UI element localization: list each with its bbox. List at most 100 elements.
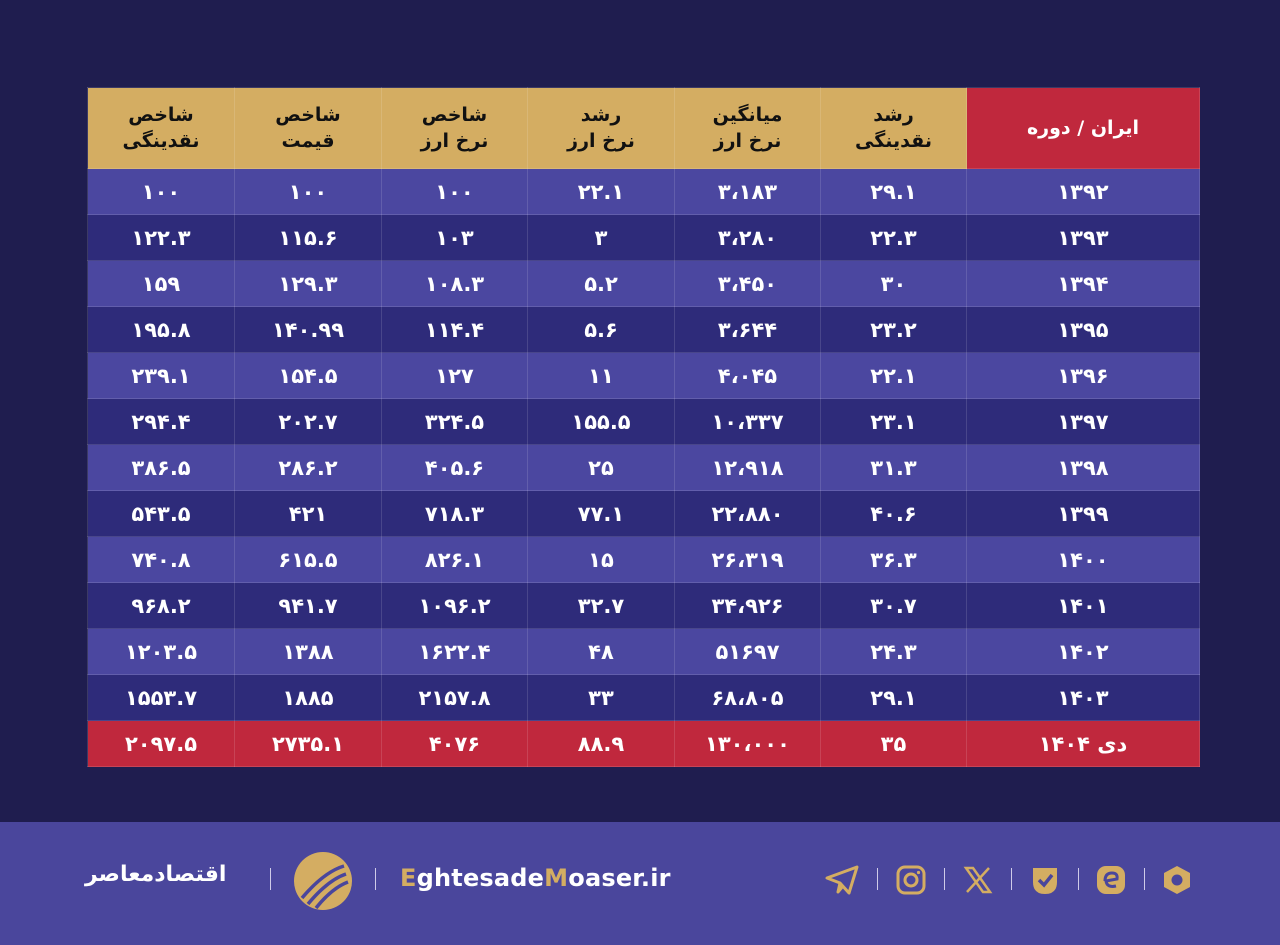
value-cell: ۷۴۰.۸ (87, 536, 235, 583)
value-cell: ۳،۲۸۰ (674, 214, 821, 261)
value-cell: ۳،۴۵۰ (674, 260, 821, 307)
instagram-icon[interactable] (893, 862, 929, 898)
value-cell: ۱۰۰ (87, 168, 235, 215)
value-cell: ۱۰۳ (381, 214, 528, 261)
table-header-row: ایران / دوره رشد نقدینگی میانگین نرخ ارز رش… (87, 87, 1200, 169)
value-cell: ۲۴.۳ (820, 628, 967, 675)
period-cell: ۱۳۹۷ (966, 398, 1200, 445)
bale-icon[interactable] (1159, 862, 1195, 898)
period-cell: ۱۳۹۳ (966, 214, 1200, 261)
value-cell: ۴،۰۴۵ (674, 352, 821, 399)
value-cell: ۲۹۴.۴ (87, 398, 235, 445)
divider (375, 868, 376, 890)
value-cell: ۳،۶۴۴ (674, 306, 821, 353)
value-cell: ۴۰.۶ (820, 490, 967, 537)
column-header: میانگین نرخ ارز (674, 87, 821, 169)
value-cell: ۳۲.۷ (527, 582, 675, 629)
period-cell: ۱۳۹۴ (966, 260, 1200, 307)
table-row: ۱۳۹۴ ۳۰ ۳،۴۵۰ ۵.۲ ۱۰۸.۳ ۱۲۹.۳ ۱۵۹ (87, 260, 1200, 307)
footer-bar (0, 822, 1280, 945)
value-cell: ۳۵ (820, 720, 967, 767)
value-cell: ۱۳۰،۰۰۰ (674, 720, 821, 767)
website-link[interactable]: EghtesadeMoaser.ir (400, 864, 671, 892)
value-cell: ۲۲.۱ (820, 352, 967, 399)
divider (1144, 868, 1145, 890)
table-row: ۱۴۰۲ ۲۴.۳ ۵۱۶۹۷ ۴۸ ۱۶۲۲.۴ ۱۳۸۸ ۱۲۰۳.۵ (87, 628, 1200, 675)
value-cell: ۱۱ (527, 352, 675, 399)
value-cell: ۱۱۵.۶ (234, 214, 382, 261)
divider (1078, 868, 1079, 890)
value-cell: ۴۰۷۶ (381, 720, 528, 767)
value-cell: ۱۵۹ (87, 260, 235, 307)
value-cell: ۱۵۵۳.۷ (87, 674, 235, 721)
value-cell: ۱۲،۹۱۸ (674, 444, 821, 491)
value-cell: ۲۳.۱ (820, 398, 967, 445)
value-cell: ۴۰۵.۶ (381, 444, 528, 491)
value-cell: ۱۹۵.۸ (87, 306, 235, 353)
value-cell: ۳۳ (527, 674, 675, 721)
value-cell: ۵.۲ (527, 260, 675, 307)
value-cell: ۱۵۵.۵ (527, 398, 675, 445)
x-icon[interactable] (960, 862, 996, 898)
rubika-icon[interactable] (1093, 862, 1129, 898)
value-cell: ۵۴۳.۵ (87, 490, 235, 537)
column-header: شاخص نقدینگی (87, 87, 235, 169)
value-cell: ۴۲۱ (234, 490, 382, 537)
value-cell: ۱۶۲۲.۴ (381, 628, 528, 675)
value-cell: ۱۵۴.۵ (234, 352, 382, 399)
value-cell: ۱۰۰ (381, 168, 528, 215)
value-cell: ۱۲۷ (381, 352, 528, 399)
value-cell: ۲۲.۱ (527, 168, 675, 215)
value-cell: ۲۹.۱ (820, 168, 967, 215)
value-cell: ۲۸۶.۲ (234, 444, 382, 491)
value-cell: ۱۳۸۸ (234, 628, 382, 675)
value-cell: ۲۱۵۷.۸ (381, 674, 528, 721)
value-cell: ۸۲۶.۱ (381, 536, 528, 583)
value-cell: ۳۲۴.۵ (381, 398, 528, 445)
column-header: رشد نرخ ارز (527, 87, 675, 169)
value-cell: ۱۸۸۵ (234, 674, 382, 721)
header-period: ایران / دوره (966, 87, 1200, 169)
value-cell: ۷۱۸.۳ (381, 490, 528, 537)
period-cell: ۱۳۹۲ (966, 168, 1200, 215)
period-cell: ۱۳۹۵ (966, 306, 1200, 353)
value-cell: ۲۳۹.۱ (87, 352, 235, 399)
value-cell: ۶۱۵.۵ (234, 536, 382, 583)
value-cell: ۳۰.۷ (820, 582, 967, 629)
value-cell: ۲۵ (527, 444, 675, 491)
table-row: ۱۳۹۳ ۲۲.۳ ۳،۲۸۰ ۳ ۱۰۳ ۱۱۵.۶ ۱۲۲.۳ (87, 214, 1200, 261)
value-cell: ۵.۶ (527, 306, 675, 353)
table-row: ۱۳۹۲ ۲۹.۱ ۳،۱۸۳ ۲۲.۱ ۱۰۰ ۱۰۰ ۱۰۰ (87, 168, 1200, 215)
value-cell: ۱۰۰ (234, 168, 382, 215)
value-cell: ۹۶۸.۲ (87, 582, 235, 629)
value-cell: ۹۴۱.۷ (234, 582, 382, 629)
period-cell: ۱۳۹۸ (966, 444, 1200, 491)
value-cell: ۲۳.۲ (820, 306, 967, 353)
column-header: شاخص نرخ ارز (381, 87, 528, 169)
brand-name: اقتصادمعاصر (85, 862, 227, 887)
period-cell: ۱۳۹۹ (966, 490, 1200, 537)
table-row: ۱۳۹۷ ۲۳.۱ ۱۰،۳۳۷ ۱۵۵.۵ ۳۲۴.۵ ۲۰۲.۷ ۲۹۴.۴ (87, 398, 1200, 445)
telegram-icon[interactable] (824, 862, 860, 898)
divider (1011, 868, 1012, 890)
value-cell: ۱۰۸.۳ (381, 260, 528, 307)
value-cell: ۲۲.۳ (820, 214, 967, 261)
column-header: شاخص قیمت (234, 87, 382, 169)
brand-logo (294, 852, 352, 910)
value-cell: ۱۰،۳۳۷ (674, 398, 821, 445)
value-cell: ۳۴،۹۲۶ (674, 582, 821, 629)
table-row: ۱۴۰۱ ۳۰.۷ ۳۴،۹۲۶ ۳۲.۷ ۱۰۹۶.۲ ۹۴۱.۷ ۹۶۸.۲ (87, 582, 1200, 629)
table-row: ۱۳۹۸ ۳۱.۳ ۱۲،۹۱۸ ۲۵ ۴۰۵.۶ ۲۸۶.۲ ۳۸۶.۵ (87, 444, 1200, 491)
period-cell: ۱۳۹۶ (966, 352, 1200, 399)
eitaa-icon[interactable] (1027, 862, 1063, 898)
value-cell: ۱۵ (527, 536, 675, 583)
value-cell: ۳۶.۳ (820, 536, 967, 583)
value-cell: ۱۱۴.۴ (381, 306, 528, 353)
value-cell: ۲۹.۱ (820, 674, 967, 721)
period-cell: دی ۱۴۰۴ (966, 720, 1200, 767)
period-cell: ۱۴۰۰ (966, 536, 1200, 583)
value-cell: ۱۲۹.۳ (234, 260, 382, 307)
value-cell: ۳ (527, 214, 675, 261)
value-cell: ۱۲۰۳.۵ (87, 628, 235, 675)
value-cell: ۳۸۶.۵ (87, 444, 235, 491)
